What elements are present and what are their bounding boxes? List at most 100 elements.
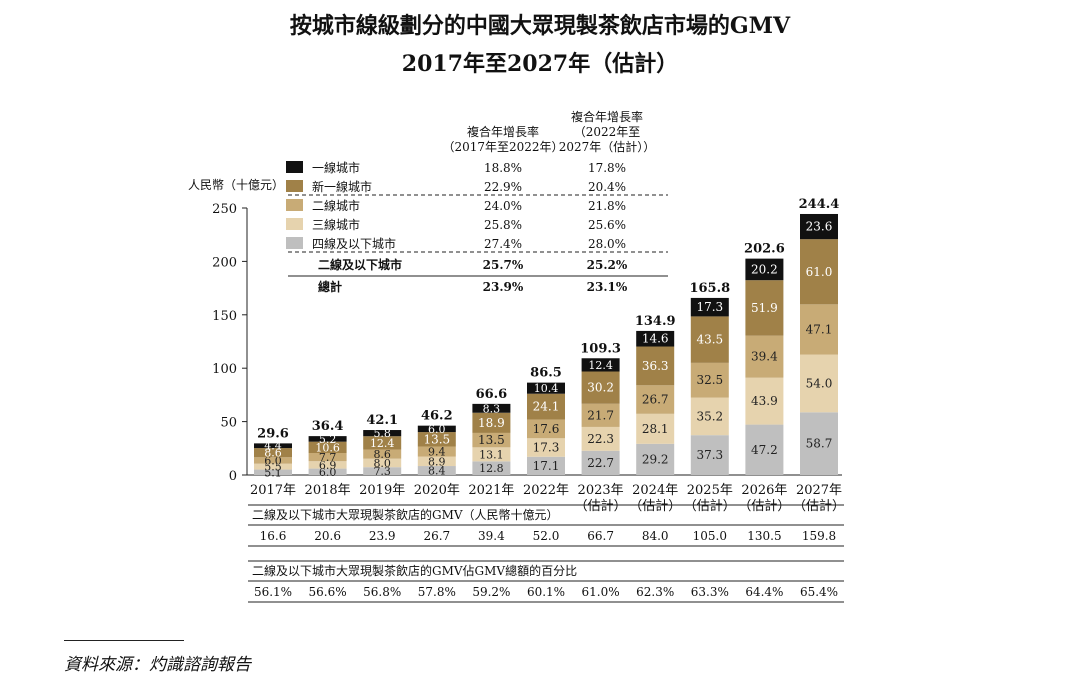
bar-total-label-7: 134.9	[635, 314, 676, 329]
bar-value-label-newtier1-9: 51.9	[751, 301, 778, 315]
bar-segment-tier4-4	[472, 461, 511, 475]
bar-value-label-tier1-7: 14.6	[642, 332, 669, 346]
table-cell-0-5: 52.0	[533, 529, 560, 543]
legend-label-newtier1: 新一線城市	[312, 179, 372, 194]
bar-value-label-tier3-7: 28.1	[642, 422, 669, 436]
bar-segment-tier3-1	[308, 461, 347, 469]
legend-summary-label-1: 總計	[318, 279, 342, 294]
bar-segment-tier4-3	[417, 466, 456, 475]
x-category-label-10-0: 2027年	[796, 483, 842, 498]
bar-segment-tier1-5	[527, 382, 565, 394]
bar-segment-tier4-1	[308, 468, 347, 475]
bar-segment-tier4-2	[363, 467, 402, 475]
bar-segment-tier3-10	[800, 354, 838, 413]
bar-value-label-tier3-5: 17.3	[533, 440, 560, 454]
legend-cagr1-tier2: 24.0%	[484, 199, 522, 213]
bar-value-label-tier4-8: 37.3	[696, 448, 723, 462]
table-title-1: 二線及以下城市大眾現製茶飲店的GMV佔GMV總額的百分比	[252, 563, 577, 578]
x-category-label-7-1: （估計）	[629, 498, 681, 514]
bar-total-label-5: 86.5	[530, 366, 562, 381]
bar-value-label-tier4-1: 6.0	[319, 466, 337, 479]
bar-segment-tier2-10	[800, 304, 838, 355]
legend-summary-cagr2-1: 23.1%	[587, 280, 628, 294]
y-tick-label-5: 250	[212, 202, 237, 217]
bar-total-label-0: 29.6	[257, 426, 289, 441]
bar-value-label-tier1-8: 17.3	[696, 300, 723, 314]
bar-value-label-newtier1-4: 18.9	[478, 416, 505, 430]
bar-value-label-tier4-10: 58.7	[806, 437, 833, 451]
y-tick-label-0: 0	[229, 469, 237, 484]
bar-segment-newtier1-10	[800, 239, 838, 305]
legend-label-tier4: 四線及以下城市	[312, 236, 396, 251]
x-category-label-6-1: （估計）	[575, 498, 627, 514]
chart-subtitle: 2017年至2027年（估計）	[401, 51, 679, 77]
bar-segment-tier3-8	[690, 397, 729, 436]
bar-segment-tier3-5	[527, 438, 565, 457]
legend-cagr2-tier3: 25.6%	[588, 218, 626, 232]
bar-value-label-tier2-9: 39.4	[751, 350, 778, 364]
bar-segment-tier2-5	[527, 419, 565, 439]
x-category-label-6-0: 2023年	[578, 483, 624, 498]
bar-value-label-newtier1-3: 13.5	[423, 432, 450, 446]
bar-value-label-tier2-0: 6.0	[264, 454, 282, 467]
bar-segment-tier1-2	[363, 430, 402, 437]
bar-value-label-tier1-3: 6.0	[428, 423, 446, 436]
legend-label-tier2: 二線城市	[312, 198, 360, 213]
bar-segment-newtier1-9	[745, 280, 784, 336]
bar-total-label-4: 66.6	[476, 387, 508, 402]
table-cell-1-1: 56.6%	[309, 585, 347, 599]
bar-segment-newtier1-0	[254, 448, 292, 458]
x-category-label-8-1: （估計）	[684, 498, 736, 514]
legend-cagr2-tier2: 21.8%	[588, 199, 626, 213]
legend-summary-cagr1-1: 23.9%	[483, 280, 524, 294]
bar-segment-newtier1-2	[363, 436, 402, 450]
table-cell-0-1: 20.6	[314, 529, 341, 543]
legend-header-cagr2-0: 複合年增長率	[571, 109, 643, 124]
bar-segment-tier4-6	[581, 450, 620, 475]
bar-segment-tier2-2	[363, 449, 402, 459]
legend-swatch-tier3	[286, 218, 303, 230]
bar-value-label-newtier1-7: 36.3	[642, 359, 669, 373]
bar-segment-tier2-7	[636, 385, 675, 414]
bar-segment-newtier1-6	[581, 371, 620, 404]
y-tick-label-4: 200	[212, 255, 237, 270]
bar-segment-tier3-4	[472, 447, 511, 462]
bar-value-label-tier2-5: 17.6	[533, 422, 560, 436]
legend-summary-cagr2-0: 25.2%	[587, 258, 628, 272]
bar-value-label-newtier1-0: 8.6	[264, 447, 282, 460]
bar-segment-tier4-7	[636, 443, 675, 475]
x-category-label-10-1: （估計）	[793, 498, 845, 514]
x-category-label-9-1: （估計）	[738, 498, 790, 514]
bar-segment-tier3-9	[745, 377, 784, 425]
bar-value-label-tier2-3: 9.4	[428, 446, 446, 459]
bar-value-label-newtier1-1: 10.6	[315, 441, 340, 454]
table-cell-1-9: 64.4%	[745, 585, 783, 599]
x-category-label-3-0: 2020年	[414, 483, 460, 498]
x-category-label-7-0: 2024年	[632, 483, 678, 498]
legend-summary-label-0: 二線及以下城市	[318, 257, 402, 272]
bar-value-label-tier3-6: 22.3	[587, 432, 614, 446]
stacked-bar-chart: 050100150200250人民幣（十億元）5.15.56.08.64.429…	[188, 109, 845, 603]
bar-segment-newtier1-7	[636, 346, 675, 386]
legend-swatch-tier4	[286, 237, 303, 249]
x-category-label-9-0: 2026年	[741, 483, 787, 498]
bar-segment-tier1-6	[581, 358, 620, 372]
bar-total-label-6: 109.3	[580, 341, 621, 356]
y-tick-label-3: 150	[212, 309, 237, 324]
table-cell-1-7: 62.3%	[636, 585, 674, 599]
x-category-label-8-0: 2025年	[687, 483, 733, 498]
bar-segment-tier1-1	[308, 436, 347, 442]
table-cell-0-4: 39.4	[478, 529, 505, 543]
bar-segment-tier4-8	[690, 435, 729, 475]
bar-value-label-tier4-7: 29.2	[642, 452, 669, 466]
bar-value-label-tier4-5: 17.1	[533, 459, 560, 473]
table-cell-0-3: 26.7	[423, 529, 450, 543]
bar-value-label-tier1-5: 10.4	[534, 382, 559, 395]
bar-total-label-9: 202.6	[744, 242, 785, 257]
bar-total-label-1: 36.4	[312, 419, 344, 434]
table-cell-1-0: 56.1%	[254, 585, 292, 599]
table-cell-1-3: 57.8%	[418, 585, 456, 599]
bar-segment-newtier1-1	[308, 441, 347, 453]
x-category-label-0-0: 2017年	[250, 483, 296, 498]
bar-segment-newtier1-5	[527, 393, 565, 420]
